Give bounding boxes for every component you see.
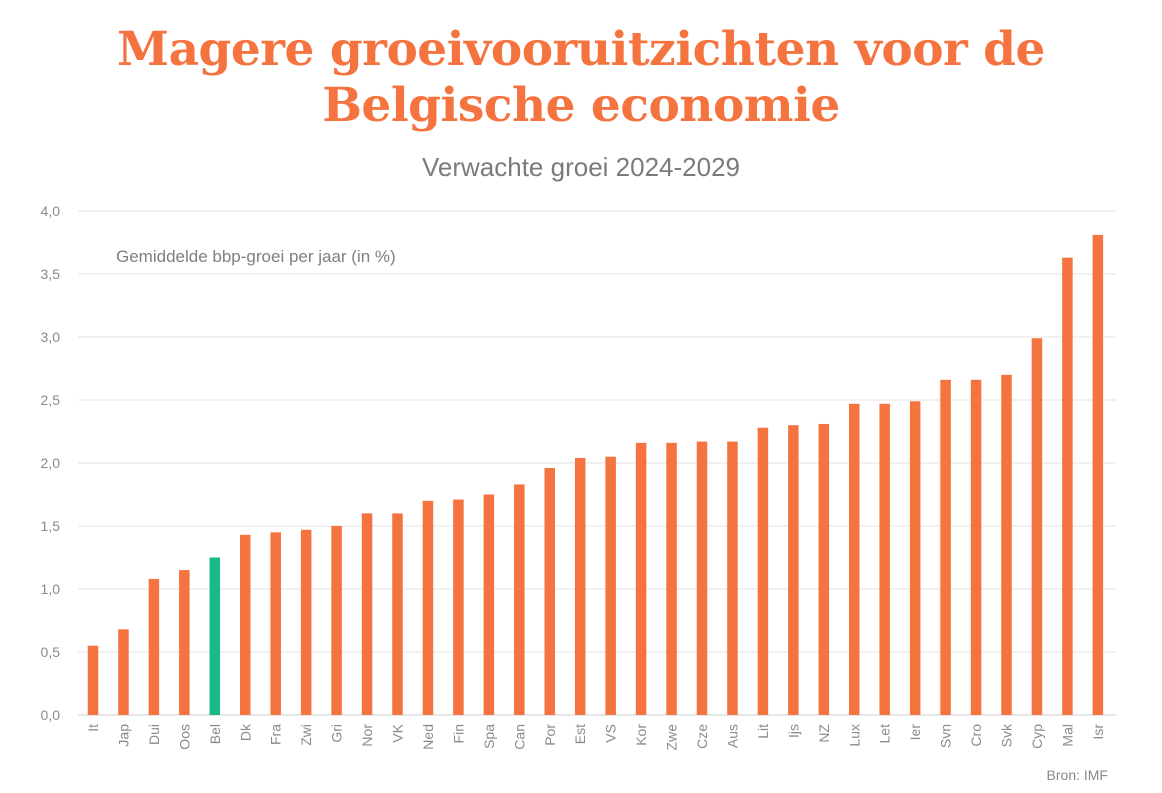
chart-annotation: Gemiddelde bbp-groei per jaar (in %) — [116, 247, 396, 266]
bar-dk — [240, 534, 251, 715]
bar-fin — [453, 499, 464, 715]
bar-svn — [940, 379, 951, 715]
x-tick-label: Svn — [938, 724, 954, 748]
bar-mal — [1062, 257, 1073, 715]
bar-isr — [1092, 234, 1104, 715]
y-tick-label: 1,0 — [41, 581, 61, 597]
x-tick-label: Est — [572, 724, 588, 744]
bar-lit — [757, 427, 769, 715]
x-tick-label: Dk — [237, 723, 253, 741]
bar-nor — [361, 513, 373, 715]
bar-ned — [422, 500, 434, 715]
bar-ier — [909, 401, 921, 715]
bar-zwe — [666, 442, 677, 715]
chart-title: Magere groeivooruitzichten voor de Belgi… — [0, 22, 1162, 134]
x-tick-label: Por — [542, 724, 558, 746]
chart-title-line-1: Magere groeivooruitzichten voor de — [117, 22, 1045, 77]
x-tick-label: VK — [390, 723, 406, 742]
bar-svk — [1001, 374, 1012, 715]
x-tick-label: Let — [877, 724, 893, 744]
x-tick-label: Aus — [724, 724, 740, 748]
x-tick-label: Fin — [450, 724, 466, 743]
x-tick-label: Mal — [1059, 724, 1075, 747]
x-tick-label: Svk — [999, 723, 1015, 747]
x-tick-label: Zwe — [664, 724, 680, 751]
x-tick-label: Isr — [1090, 724, 1106, 740]
chart-subtitle: Verwachte groei 2024-2029 — [421, 152, 740, 182]
x-tick-label: Ned — [420, 724, 436, 750]
x-tick-label: Lit — [755, 724, 771, 739]
y-tick-label: 4,0 — [41, 203, 61, 219]
bar-can — [514, 484, 525, 715]
bar-ijs — [788, 425, 799, 715]
x-tick-label: Jap — [115, 724, 131, 747]
bar-fra — [270, 532, 281, 715]
y-tick-label: 2,0 — [41, 455, 61, 471]
source-note: Bron: IMF — [1046, 767, 1108, 783]
x-tick-label: Cyp — [1029, 724, 1045, 749]
x-tick-label: Cze — [694, 724, 710, 749]
bar-aus — [727, 441, 738, 715]
x-tick-label: It — [85, 724, 101, 732]
x-tick-label: Kor — [633, 724, 649, 746]
x-tick-label: Fra — [268, 724, 284, 745]
x-tick-label: NZ — [816, 724, 832, 743]
bar-let — [879, 403, 890, 715]
bar-por — [544, 468, 555, 715]
x-tick-label: Bel — [207, 724, 223, 744]
y-tick-label: 1,5 — [41, 518, 61, 534]
bar-gri — [331, 526, 342, 715]
y-tick-label: 2,5 — [41, 392, 61, 408]
chart-title-line-2: Belgische economie — [322, 78, 840, 133]
bar-zwi — [300, 529, 312, 715]
x-tick-label: Dui — [146, 724, 162, 745]
x-tick-label: Cro — [968, 724, 984, 747]
x-tick-label: Ijs — [785, 724, 801, 738]
bar-lux — [849, 403, 860, 715]
x-tick-label: Gri — [329, 724, 345, 743]
bar-nz — [818, 423, 830, 715]
bar-kor — [635, 442, 647, 715]
bar-bel — [209, 557, 221, 715]
y-tick-label: 0,0 — [41, 707, 61, 723]
x-tick-label: Ier — [907, 724, 923, 741]
x-tick-label: Lux — [846, 724, 862, 747]
bar-est — [574, 457, 586, 715]
bar-dui — [148, 578, 160, 715]
x-tick-label: Spa — [481, 724, 497, 749]
x-tick-label: VS — [603, 724, 619, 743]
bar-cyp — [1031, 338, 1043, 715]
bar-it — [87, 645, 99, 715]
x-tick-label: Zwi — [298, 724, 314, 746]
y-tick-label: 3,5 — [41, 266, 61, 282]
x-tick-label: Oos — [176, 724, 192, 750]
bar-cze — [696, 441, 708, 715]
y-tick-label: 3,0 — [41, 329, 61, 345]
bar-jap — [118, 629, 129, 715]
bar-spa — [483, 494, 495, 715]
bar-cro — [970, 379, 982, 715]
x-tick-label: Can — [511, 724, 527, 750]
bar-vk — [392, 513, 403, 715]
bar-vs — [605, 456, 616, 715]
y-tick-label: 0,5 — [41, 644, 61, 660]
x-tick-label: Nor — [359, 724, 375, 747]
bar-oos — [179, 570, 190, 715]
